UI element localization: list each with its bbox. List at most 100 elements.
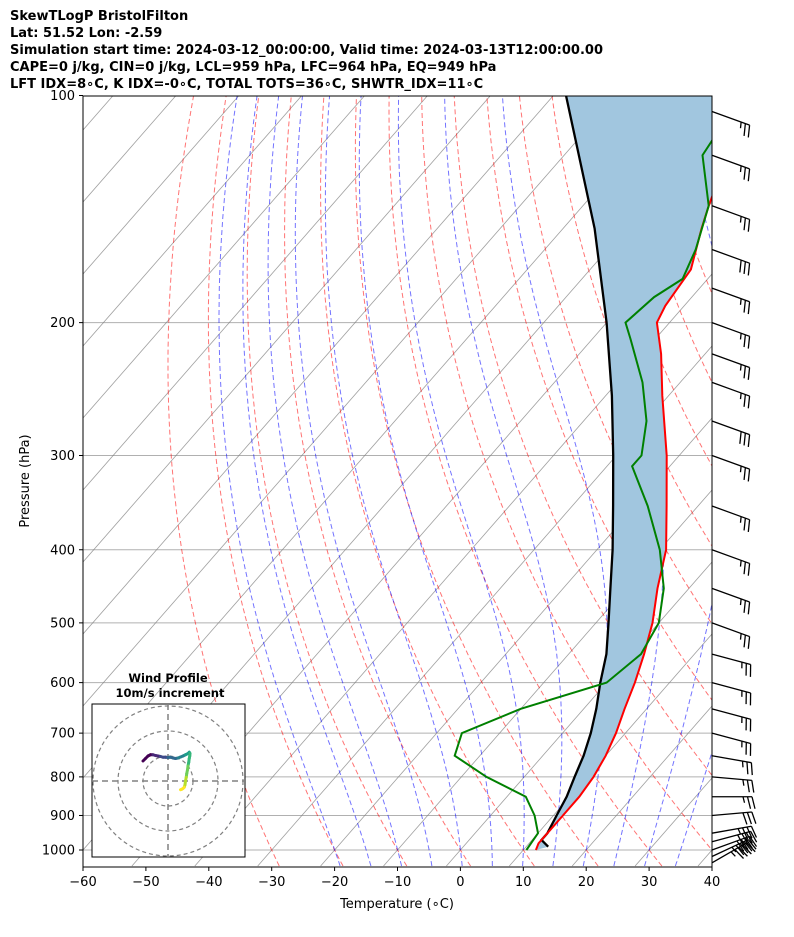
barb-staff xyxy=(711,732,751,745)
dry-adiabat xyxy=(207,96,344,867)
barb-half-flag xyxy=(739,165,742,173)
barb-staff xyxy=(711,248,750,264)
barb-flag xyxy=(747,839,757,850)
barb-flag xyxy=(747,601,751,615)
isotherm-line xyxy=(509,633,712,867)
x-tick-labels: −60 −50 −40 −30 −20 −10 0 10 20 30 40 xyxy=(69,867,720,890)
y-tick-label: 500 xyxy=(50,616,75,631)
barb-flag xyxy=(743,365,747,379)
y-tick-label: 400 xyxy=(50,543,75,558)
dry-adiabat xyxy=(167,96,280,867)
hodograph-segment xyxy=(179,787,184,792)
barb-flag xyxy=(743,167,747,180)
dry-adiabat xyxy=(320,96,535,867)
wind-barb xyxy=(712,796,756,809)
y-tick-label: 1000 xyxy=(42,844,75,859)
barb-half-flag xyxy=(739,122,742,129)
dry-adiabat xyxy=(354,96,599,867)
barb-flag xyxy=(735,844,745,856)
y-tick-label: 600 xyxy=(50,676,75,691)
isotherm-line xyxy=(383,489,712,867)
barb-flag xyxy=(747,563,751,576)
plot-frame xyxy=(82,95,713,868)
simulation-times: Simulation start time: 2024-03-12_00:00:… xyxy=(10,43,603,58)
x-tick-label: 40 xyxy=(704,875,721,890)
isotherm-line xyxy=(83,96,428,491)
barb-half-flag xyxy=(739,392,742,400)
x-tick-label: −40 xyxy=(195,875,222,890)
barb-flag xyxy=(743,561,747,575)
barb-flag xyxy=(746,812,753,825)
x-tick-label: −30 xyxy=(258,875,285,890)
barb-flag xyxy=(743,261,747,275)
barb-flag xyxy=(747,434,751,448)
barb-flag xyxy=(742,812,748,825)
barb-flag xyxy=(743,841,753,852)
x-tick-label: 0 xyxy=(456,875,464,890)
moist-adiabat xyxy=(576,96,665,867)
barb-staff xyxy=(711,755,752,764)
wind-barb xyxy=(711,653,752,677)
barb-staff xyxy=(711,353,750,369)
barb-staff xyxy=(711,587,750,603)
barb-flag xyxy=(745,832,753,844)
barb-flag xyxy=(747,336,751,349)
barb-staff xyxy=(711,420,750,436)
barb-flag xyxy=(747,519,751,533)
barb-staff xyxy=(711,454,750,470)
wind-barb xyxy=(711,420,751,448)
barb-flag xyxy=(739,842,749,854)
barb-staff xyxy=(711,825,752,834)
barb-staff xyxy=(711,205,750,221)
barb-flag xyxy=(736,840,745,852)
barb-flag xyxy=(743,300,747,313)
barb-staff xyxy=(711,653,751,666)
mixing-ratio-line xyxy=(396,683,512,866)
wind-barb xyxy=(711,587,751,615)
isotherm-line xyxy=(571,705,712,867)
wind-barb xyxy=(711,322,751,349)
barb-flag xyxy=(750,825,758,838)
mixing-ratio-line xyxy=(277,683,400,866)
x-axis-label: Temperature (∘C) xyxy=(339,897,454,912)
barb-flag xyxy=(751,796,756,809)
barb-staff xyxy=(711,708,751,720)
barb-flag xyxy=(750,831,758,843)
barb-flag xyxy=(739,260,742,273)
dewpoint-line xyxy=(453,138,712,851)
mixing-ratio-line xyxy=(455,683,568,866)
isotherm-line xyxy=(83,96,240,275)
barb-flag xyxy=(743,217,747,231)
barb-staff xyxy=(711,110,750,126)
barb-half-flag xyxy=(731,846,737,853)
barb-half-flag xyxy=(742,796,746,803)
wind-barb xyxy=(711,154,751,182)
dry-adiabat xyxy=(421,96,712,851)
barb-flag xyxy=(747,125,751,138)
barb-flag xyxy=(750,762,753,776)
barb-flag xyxy=(741,833,749,845)
barb-flag xyxy=(747,636,751,649)
barb-flag xyxy=(747,469,751,482)
barb-flag xyxy=(734,849,745,859)
y-tick-label: 300 xyxy=(50,449,75,464)
barb-staff xyxy=(711,835,750,851)
moist-adiabat xyxy=(294,96,433,867)
x-tick-label: −20 xyxy=(321,875,348,890)
wind-barb xyxy=(711,708,752,732)
barb-half-flag xyxy=(739,364,742,371)
y-tick-label: 200 xyxy=(50,316,75,331)
x-tick-label: 30 xyxy=(641,875,658,890)
x-tick-label: −50 xyxy=(132,875,159,890)
wind-barb xyxy=(711,110,751,138)
barb-flag xyxy=(737,834,745,846)
barb-flag xyxy=(743,467,747,480)
cin-cape-shading xyxy=(535,96,712,850)
moist-adiabat xyxy=(267,96,402,867)
x-tick-label: 10 xyxy=(515,875,532,890)
x-tick-label: −60 xyxy=(69,875,96,890)
barb-flag xyxy=(751,811,757,824)
wind-barb xyxy=(711,505,751,533)
isotherm-line xyxy=(194,273,712,867)
x-tick-label: 20 xyxy=(578,875,595,890)
